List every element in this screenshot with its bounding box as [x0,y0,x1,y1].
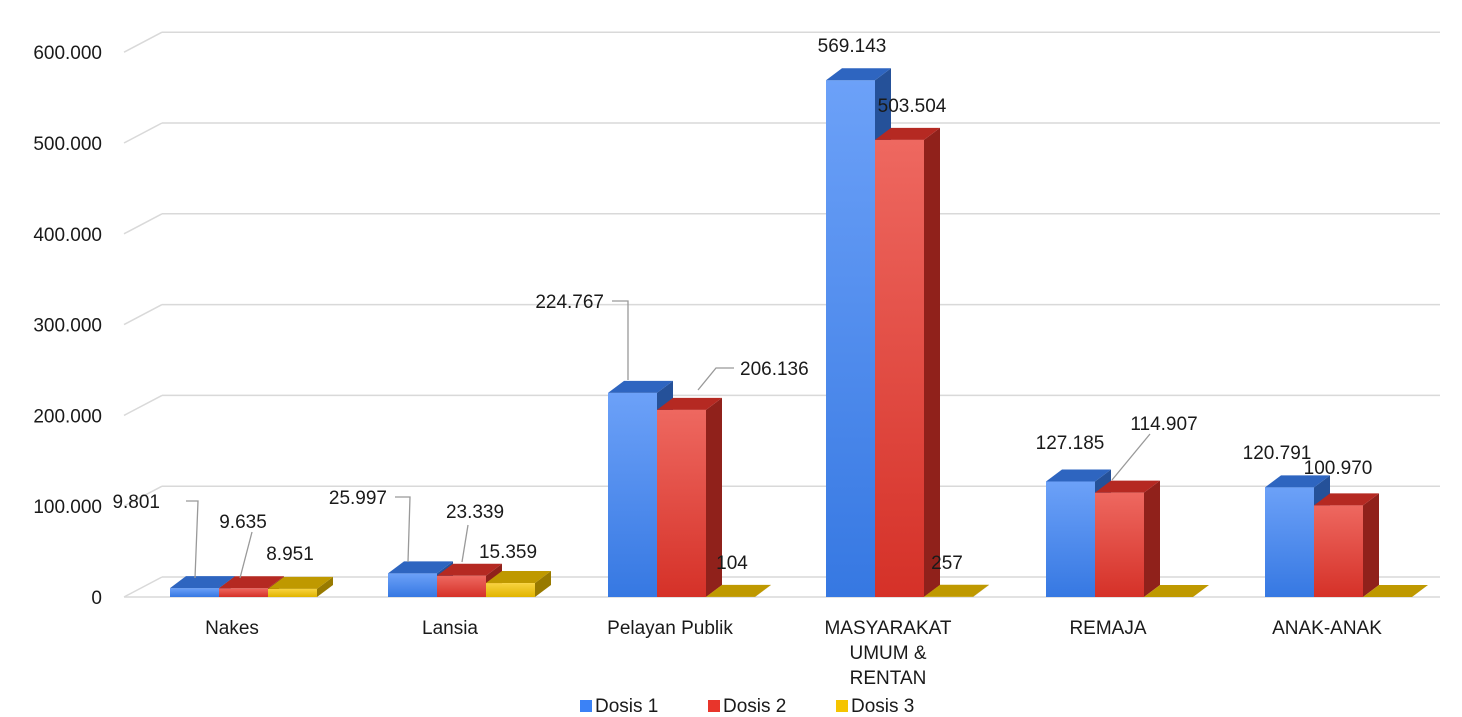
data-label: 15.359 [479,542,537,563]
gridline-side [123,485,163,507]
legend-swatch [836,700,848,712]
gridline-side [123,122,163,144]
bar-dosis-3 [924,584,989,597]
x-tick-label: MASYARAKAT UMUM & RENTAN [824,618,951,689]
y-axis-ticks: 0 100.000 200.000 300.000 400.000 500.000 600.… [33,43,102,609]
data-label: 127.185 [1036,433,1105,454]
data-label: 8.951 [266,544,314,565]
x-tick-label: Nakes [205,618,259,639]
y-tick-label: 600.000 [33,43,102,64]
data-label-leader [239,531,253,579]
data-label: 503.504 [878,96,947,117]
data-label-leader [186,500,199,579]
bar-dosis-3 [1363,585,1428,597]
data-label: 257 [931,553,963,574]
bar-dosis-2 [1095,480,1160,597]
y-tick-label: 200.000 [33,406,102,427]
data-label-leader [395,496,411,563]
legend-label: Dosis 3 [851,696,914,717]
x-tick-label: Lansia [422,618,478,639]
x-tick-label: Pelayan Publik [607,618,733,639]
gridline-side [123,303,163,326]
y-tick-label: 300.000 [33,316,102,337]
bars [170,68,1428,598]
legend-item-dosis-2: Dosis 2 [708,696,786,717]
data-label-leader [461,524,469,563]
legend-swatch [708,700,720,712]
y-tick-label: 400.000 [33,225,102,246]
y-tick-label: 500.000 [33,134,102,155]
bar-dosis-3 [268,576,333,597]
data-label: 9.801 [112,492,160,513]
data-label: 114.907 [1130,414,1197,435]
x-tick-label: REMAJA [1069,618,1146,639]
y-tick-label: 100.000 [33,497,102,518]
legend-item-dosis-1: Dosis 1 [580,696,658,717]
gridline-side [123,31,163,53]
data-label: 206.136 [740,359,809,380]
bar-dosis-3 [1144,585,1209,597]
x-axis-ticks: Nakes Lansia Pelayan Publik MASYARAKAT UMUM … [205,618,1382,689]
data-label: 569.143 [818,36,887,57]
data-labels: 9.801 25.997 224.767 569.143 127.185 120.791 9… [112,36,1373,579]
data-label: 9.635 [219,512,267,533]
bar-dosis-2 [875,127,940,598]
data-label: 120.791 [1243,443,1312,464]
data-label-leader [697,367,734,391]
legend-swatch [580,700,592,712]
x-tick-label: ANAK-ANAK [1272,618,1382,639]
gridline-side [123,213,163,235]
bar-dosis-3 [706,584,771,597]
legend-item-dosis-3: Dosis 3 [836,696,914,717]
y-tick-label: 0 [91,588,102,609]
data-label: 25.997 [329,488,387,509]
legend-label: Dosis 2 [723,696,786,717]
bar-dosis-2 [657,397,722,597]
bar-dosis-3 [486,571,551,597]
gridline-side [123,394,163,417]
bar-dosis-2 [1314,493,1379,597]
data-label: 100.970 [1304,458,1373,479]
legend: Dosis 1 Dosis 2 Dosis 3 [580,696,914,717]
legend-label: Dosis 1 [595,696,658,717]
gridlines [123,31,1440,598]
gridline-side [123,576,163,598]
data-label: 104 [716,553,748,574]
data-label: 23.339 [446,502,504,523]
data-label-leader [1111,433,1151,481]
data-label-leader [612,300,629,380]
data-label: 224.767 [535,292,604,313]
